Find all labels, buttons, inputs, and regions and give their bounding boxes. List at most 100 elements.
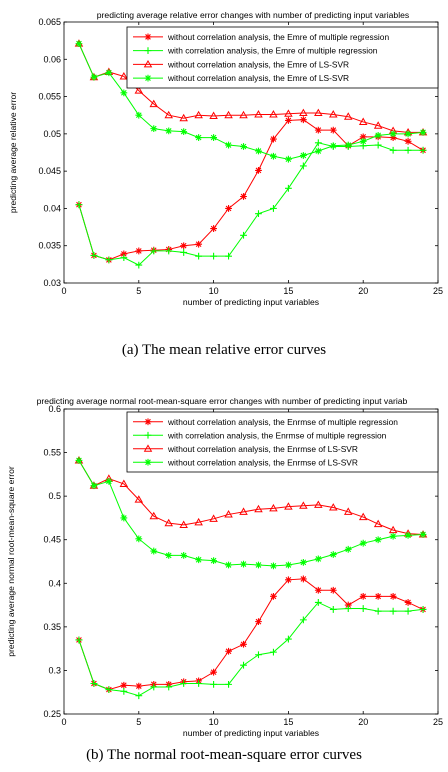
y-tick-label: 0.25 <box>43 709 61 719</box>
data-point <box>164 518 173 527</box>
data-point <box>314 555 322 563</box>
data-point <box>404 130 412 138</box>
y-axis-label: predicting average normal root-mean-squa… <box>6 466 16 657</box>
data-point <box>119 479 129 487</box>
y-tick-label: 0.055 <box>38 92 61 102</box>
data-point <box>329 142 337 150</box>
legend-marker <box>144 418 152 426</box>
data-point <box>270 562 277 570</box>
y-axis: 0.03 0.035 0.04 0.045 0.05 0.055 0.06 0.065 <box>38 17 438 288</box>
series-1 <box>75 116 427 264</box>
x-tick-label: 20 <box>358 286 368 296</box>
data-point <box>150 547 158 555</box>
data-point <box>329 126 337 134</box>
data-point <box>225 647 232 655</box>
y-tick-label: 0.35 <box>43 622 61 632</box>
data-point <box>120 254 128 262</box>
data-point <box>299 575 307 583</box>
chart-b: predicting average normal root-mean-squa… <box>6 396 443 763</box>
data-point <box>195 680 203 687</box>
x-tick-label: 0 <box>61 286 66 296</box>
data-point <box>344 601 352 609</box>
data-point <box>255 210 262 218</box>
plot-frame <box>63 21 439 284</box>
data-point <box>225 205 232 212</box>
data-point <box>374 536 382 544</box>
data-point <box>299 108 308 117</box>
data-point <box>225 561 232 569</box>
data-point <box>75 40 83 48</box>
data-point <box>164 110 173 119</box>
data-point <box>240 193 247 200</box>
x-axis: 0 5 10 15 20 25 <box>61 409 443 727</box>
data-point <box>135 682 143 690</box>
data-point <box>75 201 83 209</box>
data-point <box>210 252 217 260</box>
data-point <box>269 503 278 512</box>
data-point <box>358 512 368 521</box>
data-point <box>373 519 383 528</box>
data-point <box>388 525 398 534</box>
data-point <box>255 618 262 626</box>
legend: without correlation analysis, the Enrmse… <box>126 411 439 473</box>
legend-label: with correlation analysis, the Emre of m… <box>167 46 378 56</box>
data-point <box>299 501 308 509</box>
data-point <box>373 121 383 129</box>
legend-item: with correlation analysis, the Enrmse of… <box>133 430 387 440</box>
legend-label: without correlation analysis, the Emre o… <box>167 73 349 83</box>
data-point <box>209 514 218 522</box>
data-point <box>210 557 217 565</box>
data-point <box>90 73 98 81</box>
x-tick-label: 20 <box>358 717 368 727</box>
y-tick-label: 0.5 <box>48 491 61 501</box>
data-point <box>105 477 113 485</box>
y-tick-label: 0.03 <box>43 278 61 288</box>
series-line <box>78 119 424 261</box>
data-point <box>314 147 322 155</box>
legend-item: without correlation analysis, the Emre o… <box>133 32 389 42</box>
data-point <box>240 143 247 150</box>
data-point <box>120 89 128 97</box>
legend-label: without correlation analysis, the Emre o… <box>167 32 389 42</box>
legend-item: without correlation analysis, the Emre o… <box>133 73 349 83</box>
data-point <box>150 683 158 691</box>
data-point <box>105 686 113 693</box>
legend-marker <box>144 33 152 41</box>
data-point <box>389 146 397 154</box>
data-point <box>180 680 188 687</box>
data-point <box>374 607 382 615</box>
series-4 <box>75 457 427 570</box>
data-point <box>224 510 233 518</box>
series-line <box>78 601 424 697</box>
data-point <box>134 495 144 503</box>
plot-frame <box>63 408 439 715</box>
data-point <box>179 520 188 528</box>
data-point <box>194 517 203 526</box>
data-point <box>254 110 263 118</box>
data-point <box>419 531 427 538</box>
data-point <box>329 551 337 558</box>
data-point <box>135 247 143 255</box>
data-point <box>225 141 232 149</box>
data-point <box>419 146 427 154</box>
data-point <box>389 134 397 141</box>
data-point <box>210 668 217 676</box>
data-point <box>269 110 278 118</box>
data-point <box>285 117 292 124</box>
data-point <box>134 86 144 94</box>
legend-item: with correlation analysis, the Emre of m… <box>133 46 378 56</box>
data-point <box>180 128 188 136</box>
data-point <box>284 109 293 117</box>
legend-marker <box>144 74 152 82</box>
data-point <box>374 141 382 149</box>
data-point <box>90 252 98 259</box>
legend-item: without correlation analysis, the Enrmse… <box>133 417 398 427</box>
data-point <box>240 640 247 648</box>
y-tick-label: 0.3 <box>48 665 61 675</box>
legend-item: without correlation analysis, the Emre o… <box>133 59 349 69</box>
data-point <box>120 250 128 258</box>
data-point <box>180 242 188 250</box>
data-point <box>419 128 427 136</box>
series-line <box>78 578 424 691</box>
data-point <box>374 131 382 139</box>
